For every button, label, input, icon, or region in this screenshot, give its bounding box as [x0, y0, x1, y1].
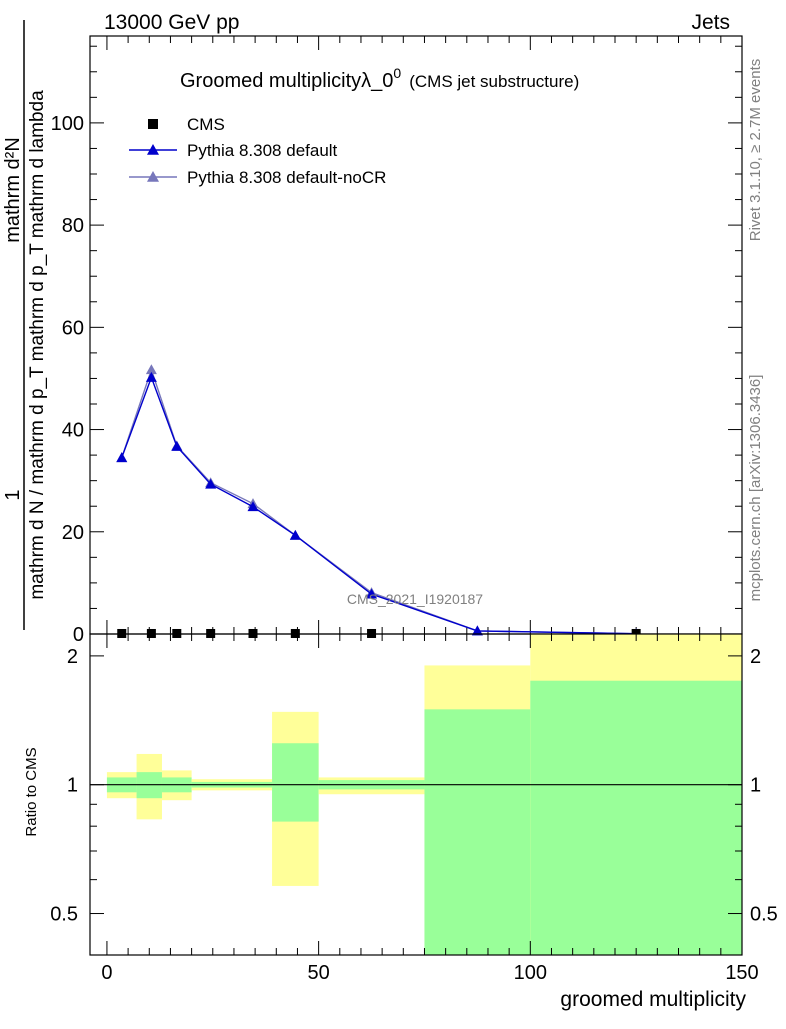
series-point-default	[289, 529, 301, 540]
legend-marker-cms	[148, 119, 158, 129]
plot-title-main: Groomed multiplicityλ_0	[180, 70, 393, 92]
ratio-tick-label-left: 2	[67, 646, 78, 668]
ratio-band-inner	[272, 743, 319, 822]
legend-entry: Pythia 8.308 default	[187, 141, 338, 160]
mcplots-label: mcplots.cern.ch [arXiv:1306.3436]	[747, 375, 764, 602]
main-y-ticks: 0 20 40 60 80 100	[51, 36, 743, 646]
y-tick-label: 40	[62, 420, 84, 442]
plot-title-sup: 0	[393, 65, 401, 81]
legend-entry: CMS	[187, 115, 225, 134]
x-axis-label: groomed multiplicity	[560, 988, 746, 1011]
y-tick-label: 100	[51, 113, 84, 135]
ratio-panel	[89, 633, 743, 956]
ratio-tick-label-right: 0.5	[750, 904, 778, 926]
x-tick-label: 0	[101, 962, 112, 984]
header-right: Jets	[691, 11, 730, 34]
ratio-tick-label-left: 1	[67, 775, 78, 797]
ratio-bands	[90, 634, 742, 955]
ratio-y-label: Ratio to CMS	[23, 747, 40, 836]
series-point-default	[247, 501, 259, 512]
y-label-denominator: mathrm d N / mathrm d p_T mathrm d p_T m…	[27, 90, 48, 600]
y-tick-label: 80	[62, 215, 84, 237]
ratio-band-inner	[424, 709, 531, 955]
ratio-ticks: 0.5 0.5 1 1 2 2 0 50 100 150	[50, 634, 778, 984]
series-point-default	[471, 625, 483, 636]
ratio-tick-label-right: 1	[750, 775, 761, 797]
y-tick-label: 0	[73, 624, 84, 646]
series-point-nocr	[145, 364, 157, 375]
y-tick-label: 20	[62, 522, 84, 544]
series-point-default	[116, 452, 128, 463]
y-label-right-numerator: mathrm d²N	[2, 137, 24, 243]
main-y-label: 1 mathrm d N / mathrm d p_T mathrm d p_T…	[2, 20, 48, 630]
x-tick-label: 100	[514, 962, 547, 984]
plot-title: Groomed multiplicityλ_00 (CMS jet substru…	[180, 65, 579, 92]
x-tick-label: 50	[307, 962, 329, 984]
ratio-tick-label-right: 2	[750, 646, 761, 668]
y-tick-label: 60	[62, 317, 84, 339]
series-point-default	[205, 478, 217, 489]
ratio-tick-label-left: 0.5	[50, 904, 78, 926]
series-point-default	[145, 371, 157, 382]
ratio-band-inner	[530, 680, 742, 955]
ratio-frame-rect	[89, 633, 743, 956]
series-point-default	[171, 440, 183, 451]
plot-title-sub: (CMS jet substructure)	[409, 72, 579, 91]
y-label-numerator: 1	[2, 489, 24, 500]
x-tick-label: 150	[725, 962, 758, 984]
header-left: 13000 GeV pp	[104, 11, 239, 34]
legend-marker-nocr	[147, 171, 159, 182]
legend-marker-default	[147, 144, 159, 155]
analysis-watermark: CMS_2021_I1920187	[347, 591, 483, 607]
rivet-label: Rivet 3.1.10, ≥ 2.7M events	[747, 59, 764, 242]
legend-entry: Pythia 8.308 default-noCR	[187, 168, 386, 187]
legend: CMS Pythia 8.308 default Pythia 8.308 defa…	[129, 115, 386, 187]
series-point-default	[366, 588, 378, 599]
